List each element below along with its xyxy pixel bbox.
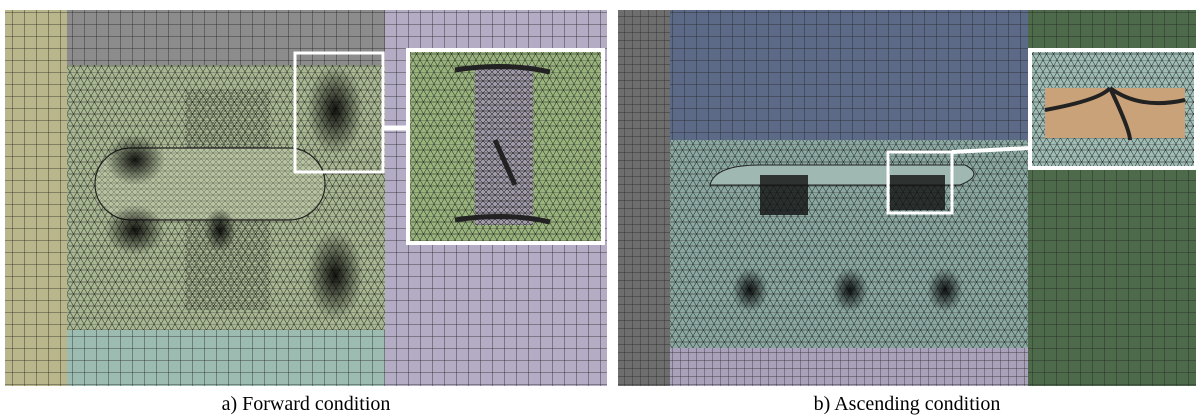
mesh [475,65,533,225]
mesh [67,10,385,65]
refined-zone [307,230,363,320]
refined-zone [732,268,768,312]
mesh [5,10,67,386]
mesh [670,10,1028,140]
panel-forward [5,10,607,386]
figure: a) Forward condition b) Ascending condit… [0,0,1200,418]
mesh [67,330,385,386]
panel-ascending [618,10,1196,386]
rotor-zone [890,175,945,210]
page: a) Forward condition b) Ascending condit… [0,0,1200,418]
refined-zone [204,208,236,252]
mesh [618,10,670,386]
caption: b) Ascending condition [814,393,1001,415]
refined-zone [927,268,963,312]
rotor-zone [760,175,808,215]
refined-zone [105,135,165,185]
caption: a) Forward condition [222,393,391,415]
refined-zone [105,205,165,255]
mesh [670,348,1028,386]
refined-zone [832,268,868,312]
refined-zone [307,65,363,155]
